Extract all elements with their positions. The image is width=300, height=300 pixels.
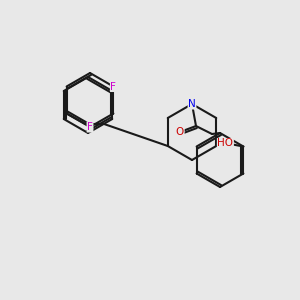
Text: HO: HO — [218, 139, 233, 148]
Text: O: O — [176, 127, 184, 137]
Text: N: N — [188, 99, 196, 109]
Text: F: F — [87, 122, 93, 132]
Text: F: F — [110, 82, 116, 92]
